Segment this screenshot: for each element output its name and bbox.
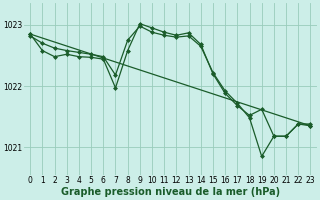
X-axis label: Graphe pression niveau de la mer (hPa): Graphe pression niveau de la mer (hPa) bbox=[61, 187, 280, 197]
